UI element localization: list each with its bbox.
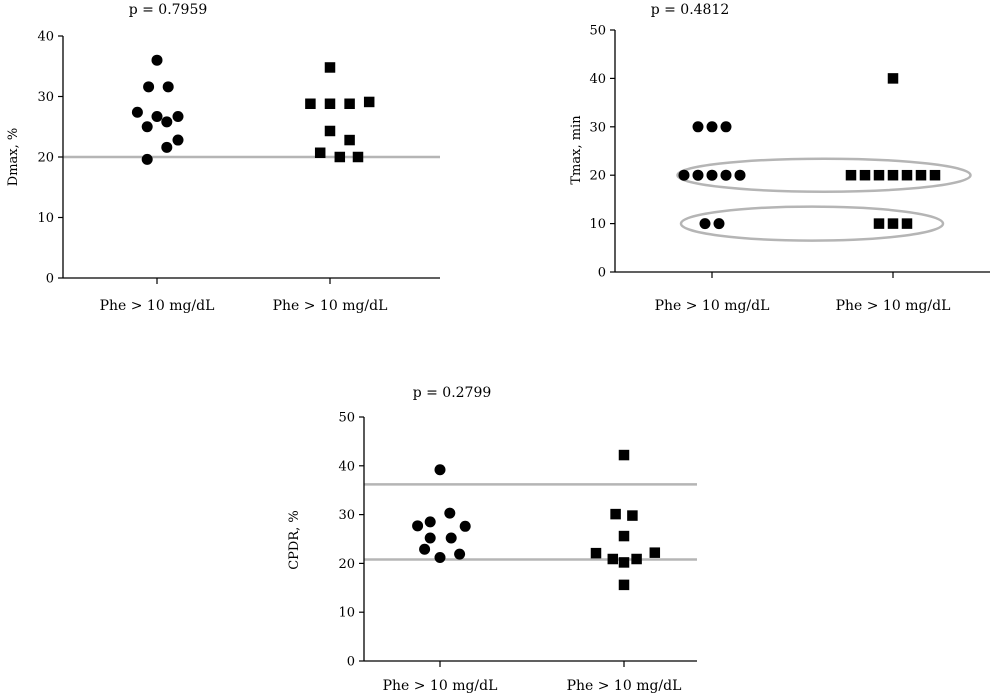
chart-tmax: 0 10 20 30 40 50 Phe > 10 mg/dL Phe > 10 mg/dL p… [569, 2, 990, 314]
y-tick-label: 40 [589, 72, 606, 87]
y-tick-label: 30 [338, 508, 355, 523]
data-point-square [901, 218, 913, 229]
data-point-square [915, 169, 927, 181]
data-point-square [352, 151, 364, 163]
chart-title: p = 0.2799 [413, 385, 492, 401]
data-point-square [649, 547, 661, 558]
data-point-circle [161, 141, 173, 153]
data-point-square [929, 169, 941, 181]
data-point-circle [141, 121, 153, 133]
data-point-circle [434, 464, 446, 476]
group-ellipse-0 [676, 157, 972, 193]
data-point-square [618, 530, 630, 542]
data-point-square [344, 134, 355, 146]
y-tick-label: 40 [37, 30, 54, 45]
y-tick-label: 40 [338, 459, 355, 474]
data-point-square [859, 169, 871, 181]
y-axis-label: Dmax, % [6, 128, 21, 186]
data-point-square [344, 98, 355, 110]
y-tick-label: 50 [338, 411, 355, 426]
chart-title: p = 0.7959 [129, 2, 208, 18]
y-tick-label: 0 [347, 655, 355, 670]
chart-title: p = 0.4812 [651, 2, 730, 18]
data-point-square [590, 547, 602, 559]
data-point-square [618, 579, 630, 591]
data-point-circle [720, 121, 732, 133]
data-point-circle [151, 54, 163, 66]
data-point-circle [720, 169, 732, 181]
data-point-circle [131, 106, 143, 118]
data-point-square [873, 218, 885, 229]
data-point-circle [412, 520, 424, 532]
data-point-square [314, 147, 326, 159]
data-point-square [845, 169, 857, 181]
data-point-square [334, 151, 346, 163]
y-tick-label: 0 [46, 272, 54, 287]
data-point-square [631, 553, 642, 565]
y-tick-label: 30 [37, 90, 54, 105]
y-tick-label: 20 [37, 151, 54, 166]
data-point-circle [459, 520, 471, 532]
data-point-circle [424, 532, 436, 544]
x-category-label: Phe > 10 mg/dL [273, 298, 388, 314]
data-point-square [618, 449, 630, 461]
data-point-circle [706, 121, 718, 133]
data-point-circle [699, 218, 711, 230]
data-point-circle [445, 532, 457, 544]
data-point-circle [161, 116, 173, 128]
data-point-square [618, 557, 630, 568]
data-point-square [363, 96, 375, 108]
data-point-circle [141, 153, 153, 165]
data-point-square [887, 169, 899, 181]
data-point-circle [678, 169, 690, 181]
data-point-square [901, 169, 913, 181]
y-tick-label: 10 [589, 217, 606, 232]
data-point-square [324, 98, 336, 110]
x-category-label: Phe > 10 mg/dL [100, 298, 215, 314]
y-axis-label: CPDR, % [287, 510, 302, 570]
data-point-circle [419, 543, 431, 555]
group-ellipse-1 [679, 205, 945, 242]
y-tick-label: 20 [589, 169, 606, 184]
data-point-circle [444, 507, 456, 519]
x-category-label: Phe > 10 mg/dL [836, 298, 951, 314]
x-category-label: Phe > 10 mg/dL [655, 298, 770, 314]
data-point-square [627, 510, 638, 521]
x-category-label: Phe > 10 mg/dL [567, 678, 682, 694]
data-point-square [887, 73, 899, 84]
data-point-circle [692, 169, 704, 181]
data-point-circle [143, 81, 155, 93]
y-axis-label: Tmax, min [569, 115, 584, 185]
data-point-square [887, 218, 899, 229]
data-point-circle [172, 134, 184, 146]
y-tick-label: 50 [589, 24, 606, 39]
y-tick-label: 20 [338, 557, 355, 572]
y-tick-label: 0 [598, 266, 606, 281]
y-tick-label: 30 [589, 120, 606, 135]
data-point-square [324, 62, 336, 73]
data-point-circle [706, 169, 718, 181]
data-point-square [610, 508, 621, 520]
chart-dmax: 0 10 20 30 40 Phe > 10 mg/dL Phe > 10 mg/dL p =… [6, 2, 440, 314]
data-point-circle [454, 548, 466, 560]
data-point-square [607, 553, 619, 565]
y-tick-label: 10 [338, 606, 355, 621]
y-tick-label: 10 [37, 211, 54, 226]
data-point-circle [424, 516, 436, 528]
data-point-square [305, 98, 316, 110]
data-point-circle [172, 110, 184, 122]
chart-cpdr: 0 10 20 30 40 50 Phe > 10 mg/dL Phe > 10 mg/dL p… [287, 385, 697, 694]
data-point-circle [151, 110, 163, 122]
data-point-square [873, 169, 885, 181]
data-point-circle [713, 218, 725, 230]
data-point-square [324, 125, 336, 137]
data-point-circle [692, 121, 704, 133]
data-point-circle [434, 552, 446, 564]
x-category-label: Phe > 10 mg/dL [383, 678, 498, 694]
data-point-circle [734, 169, 746, 181]
data-point-circle [162, 81, 174, 93]
